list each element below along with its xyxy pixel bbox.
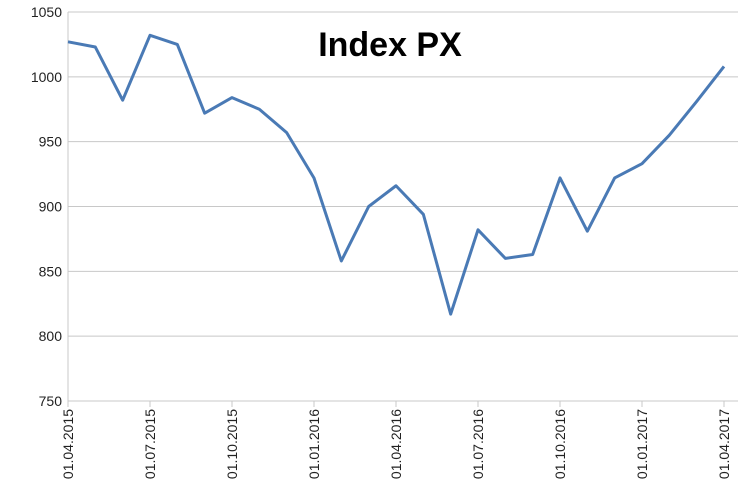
- y-tick-label: 900: [39, 199, 63, 215]
- x-tick-label: 01.07.2015: [142, 409, 158, 479]
- y-tick-label: 950: [39, 134, 63, 150]
- x-tick-label: 01.04.2016: [388, 409, 404, 479]
- x-tick-label: 01.04.2015: [60, 409, 76, 479]
- y-tick-label: 800: [39, 328, 63, 344]
- x-tick-label: 01.04.2017: [716, 409, 732, 479]
- chart-title: Index PX: [318, 26, 462, 64]
- x-tick-label: 01.01.2017: [634, 409, 650, 479]
- x-tick-label: 01.07.2016: [470, 409, 486, 479]
- y-tick-label: 850: [39, 263, 63, 279]
- data-line: [67, 33, 726, 316]
- y-tick-label: 750: [39, 393, 63, 409]
- y-tick-label: 1000: [31, 69, 62, 85]
- y-tick-label: 1050: [31, 4, 62, 20]
- x-tick-label: 01.10.2016: [552, 409, 568, 479]
- x-tick-label: 01.01.2016: [306, 409, 322, 479]
- x-tick-label: 01.10.2015: [224, 409, 240, 479]
